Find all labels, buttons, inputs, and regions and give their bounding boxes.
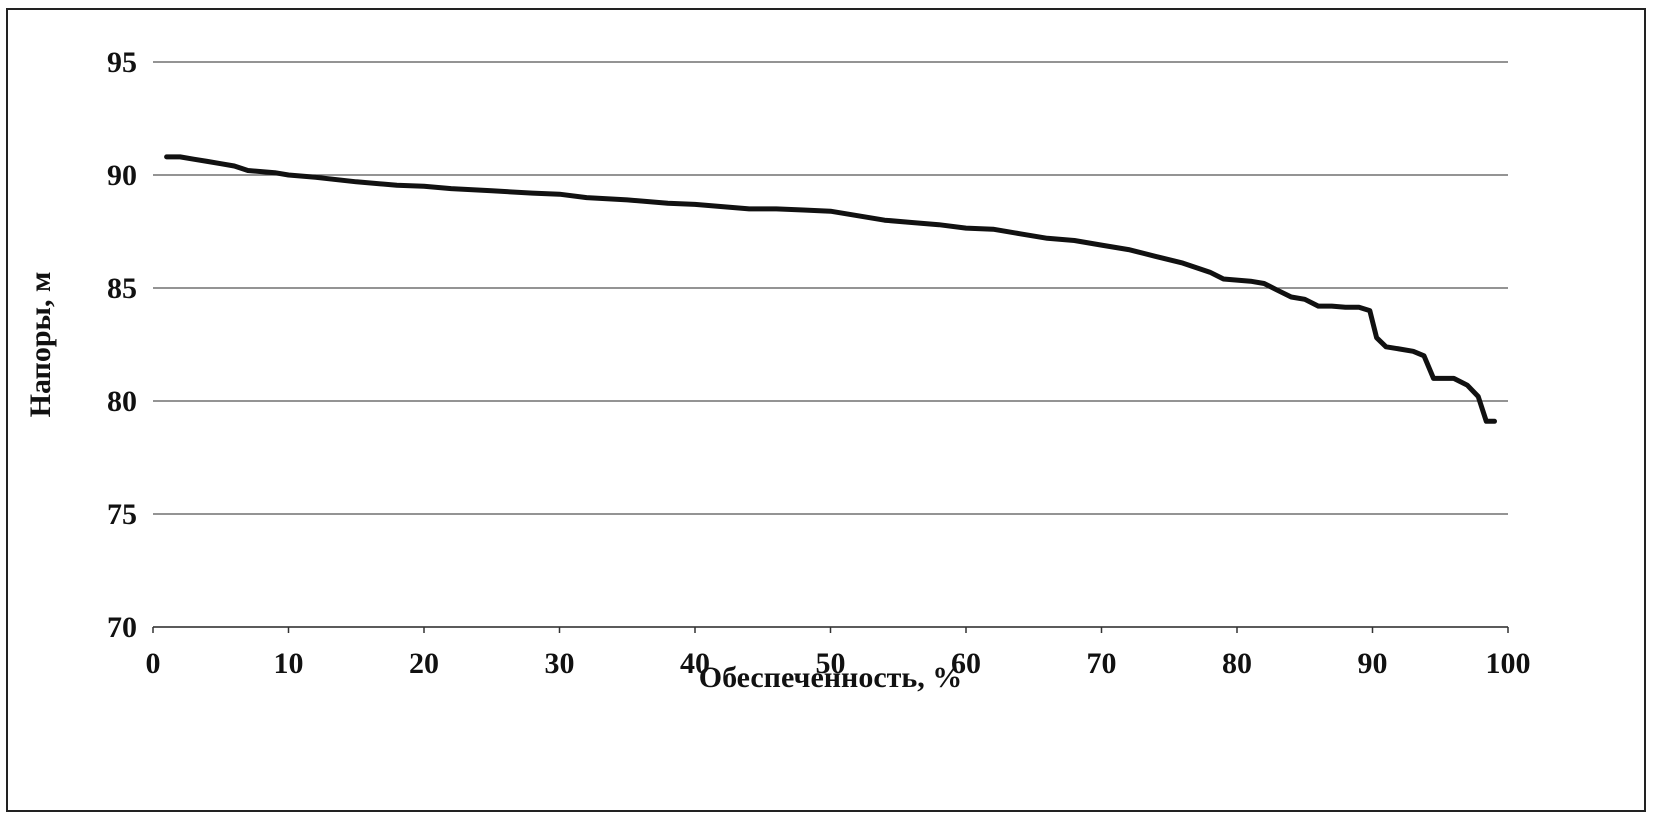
x-tick-label-70: 70 <box>1087 647 1117 680</box>
x-tick-label-40: 40 <box>680 647 710 680</box>
x-tick-label-100: 100 <box>1486 647 1531 680</box>
x-tick-label-30: 30 <box>545 647 575 680</box>
series-layer <box>164 154 1497 424</box>
x-tick-label-80: 80 <box>1222 647 1252 680</box>
axis-layer <box>152 626 1509 633</box>
x-axis-title: Обеспеченность, % <box>699 661 963 694</box>
series-line-0 <box>164 154 1497 424</box>
label-layer: 70 75 80 85 90 95 0 10 20 30 40 50 60 70 80 90 100 <box>107 46 1531 680</box>
x-tick-label-20: 20 <box>409 647 439 680</box>
y-tick-label-90: 90 <box>107 159 137 192</box>
x-tick-label-0: 0 <box>146 647 161 680</box>
x-tick-label-50: 50 <box>816 647 846 680</box>
y-tick-label-85: 85 <box>107 272 137 305</box>
x-tick-label-10: 10 <box>274 647 304 680</box>
y-tick-label-70: 70 <box>107 611 137 644</box>
y-tick-label-75: 75 <box>107 498 137 531</box>
y-axis-title: Напоры, м <box>24 272 57 418</box>
x-tick-label-90: 90 <box>1358 647 1388 680</box>
y-tick-label-80: 80 <box>107 385 137 418</box>
x-tick-label-60: 60 <box>951 647 981 680</box>
chart-frame: 70 75 80 85 90 95 0 10 20 30 40 50 60 70 80 90 100 Обесп… <box>6 8 1646 812</box>
grid-layer <box>153 61 1508 628</box>
chart-svg: 70 75 80 85 90 95 0 10 20 30 40 50 60 70 80 90 100 Обесп… <box>24 46 1531 694</box>
y-tick-label-95: 95 <box>107 46 137 79</box>
